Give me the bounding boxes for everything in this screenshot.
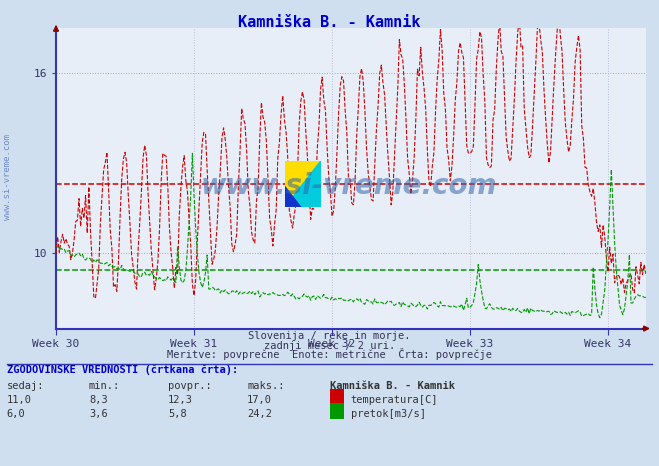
Text: sedaj:: sedaj: <box>7 381 44 391</box>
Text: 5,8: 5,8 <box>168 409 186 419</box>
Text: min.:: min.: <box>89 381 120 391</box>
Text: www.si-vreme.com: www.si-vreme.com <box>201 172 498 200</box>
Text: 11,0: 11,0 <box>7 395 32 405</box>
Text: maks.:: maks.: <box>247 381 285 391</box>
Text: Kamniška B. - Kamnik: Kamniška B. - Kamnik <box>330 381 455 391</box>
Text: 17,0: 17,0 <box>247 395 272 405</box>
Text: zadnji mesec / 2 uri.: zadnji mesec / 2 uri. <box>264 341 395 350</box>
Polygon shape <box>285 161 321 207</box>
Text: www.si-vreme.com: www.si-vreme.com <box>3 134 13 220</box>
Text: povpr.:: povpr.: <box>168 381 212 391</box>
Text: ZGODOVINSKE VREDNOSTI (črtkana črta):: ZGODOVINSKE VREDNOSTI (črtkana črta): <box>7 364 238 375</box>
Text: pretok[m3/s]: pretok[m3/s] <box>351 409 426 419</box>
Text: temperatura[C]: temperatura[C] <box>351 395 438 405</box>
Text: Slovenija / reke in morje.: Slovenija / reke in morje. <box>248 331 411 341</box>
Polygon shape <box>285 186 301 207</box>
Text: 6,0: 6,0 <box>7 409 25 419</box>
Text: 3,6: 3,6 <box>89 409 107 419</box>
Polygon shape <box>285 161 321 207</box>
Text: Meritve: povprečne  Enote: metrične  Črta: povprečje: Meritve: povprečne Enote: metrične Črta:… <box>167 349 492 360</box>
Text: 24,2: 24,2 <box>247 409 272 419</box>
Text: 8,3: 8,3 <box>89 395 107 405</box>
Text: 12,3: 12,3 <box>168 395 193 405</box>
Text: Kamniška B. - Kamnik: Kamniška B. - Kamnik <box>239 15 420 30</box>
